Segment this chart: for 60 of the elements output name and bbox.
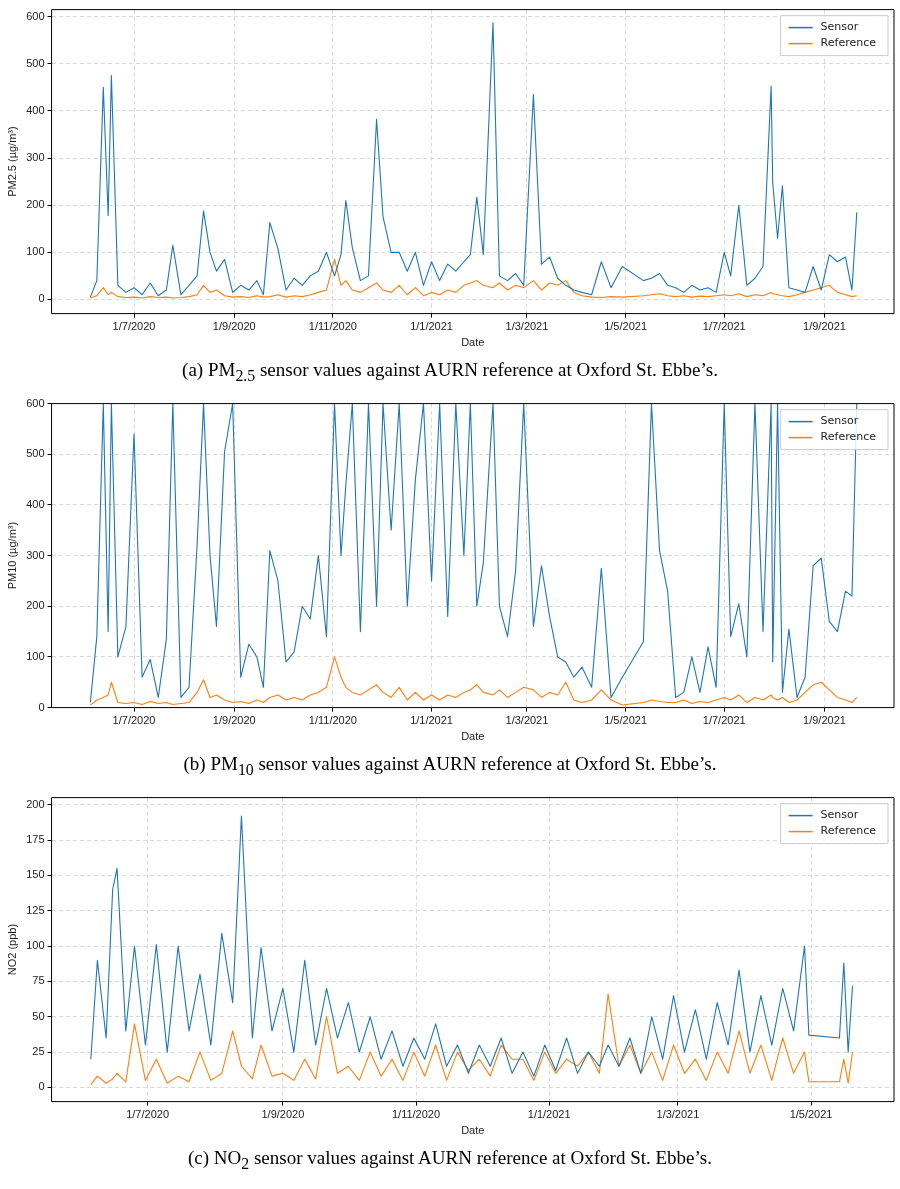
y-tick-label: 0 [38, 292, 45, 305]
y-tick-label: 400 [26, 497, 45, 510]
x-tick-label: 1/3/2021 [505, 320, 549, 333]
x-tick-label: 1/9/2021 [803, 320, 846, 333]
y-tick-label: 600 [26, 9, 45, 22]
x-tick-label: 1/1/2021 [410, 320, 453, 333]
x-tick-label: 1/5/2021 [789, 1108, 833, 1121]
x-tick-label: 1/5/2021 [604, 320, 647, 333]
x-tick-label: 1/11/2020 [391, 1108, 441, 1121]
legend-label: Sensor [820, 414, 859, 428]
legend-label: Reference [820, 430, 877, 444]
y-tick-label: 50 [32, 1009, 45, 1022]
y-tick-label: 100 [26, 939, 45, 952]
y-axis-title: NO2 (ppb) [5, 923, 18, 976]
legend-label: Sensor [820, 808, 859, 822]
y-tick-label: 300 [26, 151, 45, 164]
y-tick-label: 0 [38, 1080, 45, 1093]
y-tick-label: 400 [26, 103, 45, 116]
y-tick-label: 75 [32, 974, 45, 987]
x-tick-label: 1/9/2020 [212, 320, 256, 333]
x-axis-title: Date [461, 730, 485, 743]
x-tick-label: 1/1/2021 [527, 1108, 571, 1121]
x-tick-label: 1/5/2021 [604, 714, 647, 727]
x-tick-label: 1/7/2021 [702, 320, 746, 333]
x-tick-label: 1/11/2020 [308, 320, 357, 333]
x-tick-label: 1/3/2021 [656, 1108, 700, 1121]
text: (a) PM$_{2.5}$ sensor values against AURN reference at Oxford St. Ebbe’s. [181, 358, 719, 386]
y-tick-label: 300 [26, 548, 45, 561]
y-tick-label: 500 [26, 56, 45, 69]
y-tick-label: 125 [26, 903, 45, 916]
x-tick-label: 1/11/2020 [308, 714, 357, 727]
y-tick-label: 100 [26, 245, 45, 258]
x-tick-label: 1/3/2021 [505, 714, 549, 727]
y-axis-title: PM10 (µg/m³) [5, 521, 18, 590]
legend-label: Reference [820, 824, 877, 838]
x-tick-label: 1/7/2020 [112, 714, 156, 727]
y-tick-label: 175 [26, 833, 45, 846]
y-axis-title: PM2.5 (µg/m³) [5, 126, 18, 197]
x-tick-label: 1/7/2020 [126, 1108, 169, 1121]
y-tick-label: 100 [26, 649, 45, 662]
x-axis-title: Date [461, 1124, 485, 1137]
y-tick-label: 150 [26, 868, 45, 881]
y-tick-label: 200 [26, 198, 45, 211]
x-tick-label: 1/9/2021 [803, 714, 846, 727]
x-tick-label: 1/9/2020 [212, 714, 256, 727]
x-tick-label: 1/9/2020 [261, 1108, 305, 1121]
y-tick-label: 0 [38, 700, 45, 713]
y-tick-label: 500 [26, 447, 45, 460]
x-tick-label: 1/1/2021 [410, 714, 453, 727]
text: (c) NO$_{2}$ sensor values against AURN reference at Oxford St. Ebbe’s. [187, 1146, 713, 1174]
x-tick-label: 1/7/2021 [702, 714, 746, 727]
x-axis-title: Date [461, 336, 485, 349]
y-tick-label: 25 [32, 1045, 45, 1058]
y-tick-label: 200 [26, 599, 45, 612]
legend-label: Reference [820, 36, 877, 50]
y-tick-label: 600 [26, 396, 45, 409]
y-tick-label: 200 [26, 797, 45, 810]
text: (b) PM$_{10}$ sensor values against AURN reference at Oxford St. Ebbe’s. [182, 752, 718, 780]
x-tick-label: 1/7/2020 [112, 320, 156, 333]
legend-label: Sensor [820, 20, 859, 34]
